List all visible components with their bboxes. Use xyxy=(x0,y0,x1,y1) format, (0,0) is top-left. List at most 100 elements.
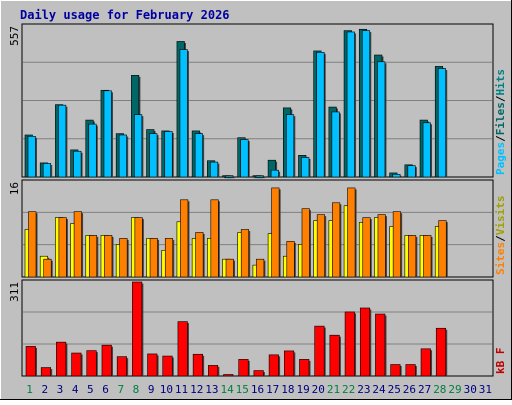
kbytes-bar-day-14 xyxy=(224,374,234,376)
kbytes-bar-day-27 xyxy=(421,349,431,376)
legend-panel-1: Pages/Files/Hits xyxy=(494,69,507,175)
kbytes-bar-day-2 xyxy=(41,368,51,376)
x-label-day-11: 11 xyxy=(175,383,188,396)
pages-bar-day-15 xyxy=(241,140,249,177)
pages-bar-day-25 xyxy=(393,174,401,177)
x-label-day-27: 27 xyxy=(418,383,431,396)
x-label-day-18: 18 xyxy=(281,383,294,396)
x-label-day-15: 15 xyxy=(236,383,249,396)
chart-title: Daily usage for February 2026 xyxy=(20,8,230,22)
legend-kb-f: kB F xyxy=(494,348,507,375)
x-label-day-22: 22 xyxy=(342,383,355,396)
kbytes-bar-day-18 xyxy=(284,351,294,376)
pages-bar-day-28 xyxy=(438,69,446,177)
sites-bar-day-16 xyxy=(256,259,264,277)
sites-bar-day-6 xyxy=(104,235,112,277)
pages-bar-day-19 xyxy=(301,157,309,177)
sites-bar-day-1 xyxy=(29,212,37,277)
kbytes-bar-day-19 xyxy=(299,359,309,376)
pages-bar-day-20 xyxy=(317,52,325,177)
x-label-day-23: 23 xyxy=(357,383,370,396)
pages-bar-day-10 xyxy=(165,131,173,177)
legend-panel-3: kB F xyxy=(494,348,507,375)
x-label-day-25: 25 xyxy=(388,383,401,396)
legend-hits: Hits xyxy=(494,69,507,96)
kbytes-bar-day-9 xyxy=(148,354,158,376)
sites-bar-day-20 xyxy=(317,215,325,277)
legend-panel-2: Sites/Visits xyxy=(494,196,507,276)
legend-files: Files xyxy=(494,102,507,135)
sites-bar-day-3 xyxy=(59,218,67,277)
kbytes-bar-day-4 xyxy=(72,353,82,376)
pages-bar-day-5 xyxy=(89,124,97,177)
sites-bar-day-9 xyxy=(150,238,158,277)
kbytes-bar-day-13 xyxy=(208,365,218,376)
x-label-day-3: 3 xyxy=(57,383,64,396)
kbytes-bar-day-10 xyxy=(163,356,173,376)
kbytes-bar-day-16 xyxy=(254,371,264,376)
pages-bar-day-14 xyxy=(226,176,234,177)
kbytes-bar-day-23 xyxy=(360,308,370,376)
pages-bar-day-4 xyxy=(74,151,82,177)
kbytes-bar-day-25 xyxy=(391,365,401,376)
pages-bar-day-17 xyxy=(271,170,279,177)
pages-bar-day-16 xyxy=(256,176,264,177)
x-label-day-13: 13 xyxy=(205,383,218,396)
kbytes-bar-day-24 xyxy=(375,314,385,376)
sites-bar-day-18 xyxy=(287,241,295,277)
x-label-day-4: 4 xyxy=(72,383,79,396)
legend-sites: Sites xyxy=(494,242,507,275)
kbytes-bar-day-5 xyxy=(87,351,97,376)
x-label-day-24: 24 xyxy=(372,383,386,396)
x-label-day-1: 1 xyxy=(26,383,33,396)
legend-visits: Visits xyxy=(494,196,507,236)
x-label-day-9: 9 xyxy=(148,383,155,396)
kbytes-bar-day-6 xyxy=(102,345,112,376)
sites-bar-day-4 xyxy=(74,212,82,277)
pages-bar-day-24 xyxy=(377,62,385,177)
kbytes-bar-day-11 xyxy=(178,322,188,376)
x-label-day-30: 30 xyxy=(464,383,477,396)
pages-bar-day-11 xyxy=(180,50,188,177)
kbytes-bar-day-28 xyxy=(436,328,446,376)
sites-bar-day-15 xyxy=(241,230,249,278)
kbytes-bar-day-3 xyxy=(56,342,66,376)
kbytes-bar-day-22 xyxy=(345,312,355,376)
pages-bar-day-9 xyxy=(150,134,158,177)
pages-bar-day-3 xyxy=(58,105,66,177)
sites-bar-day-14 xyxy=(226,259,234,277)
sites-bar-day-5 xyxy=(89,235,97,277)
x-label-day-31: 31 xyxy=(479,383,492,396)
pages-bar-day-18 xyxy=(286,115,294,177)
x-label-day-10: 10 xyxy=(160,383,173,396)
x-label-day-29: 29 xyxy=(448,383,461,396)
kbytes-bar-day-21 xyxy=(330,335,340,376)
sites-bar-day-21 xyxy=(332,203,340,277)
kbytes-bar-day-1 xyxy=(26,346,36,376)
kbytes-bar-day-7 xyxy=(117,357,127,376)
sites-bar-day-2 xyxy=(44,259,52,277)
pages-bar-day-22 xyxy=(347,32,355,177)
sites-bar-day-27 xyxy=(424,235,432,277)
y-max-label-panel-1: 557 xyxy=(8,26,21,46)
sites-bar-day-7 xyxy=(120,238,128,277)
sites-bar-day-8 xyxy=(135,218,143,277)
sites-bar-day-22 xyxy=(348,188,356,277)
x-label-day-2: 2 xyxy=(41,383,48,396)
x-label-day-8: 8 xyxy=(133,383,140,396)
pages-bar-day-13 xyxy=(210,162,218,177)
kbytes-bar-day-15 xyxy=(239,359,249,376)
pages-bar-day-7 xyxy=(119,135,127,177)
sites-bar-day-11 xyxy=(180,200,188,277)
x-label-day-28: 28 xyxy=(433,383,446,396)
x-label-day-6: 6 xyxy=(102,383,109,396)
pages-bar-day-8 xyxy=(134,115,142,177)
pages-bar-day-6 xyxy=(104,91,112,177)
chart-panels xyxy=(22,24,493,376)
x-label-day-19: 19 xyxy=(296,383,309,396)
x-label-day-20: 20 xyxy=(312,383,325,396)
x-label-day-21: 21 xyxy=(327,383,340,396)
pages-bar-day-12 xyxy=(195,134,203,177)
